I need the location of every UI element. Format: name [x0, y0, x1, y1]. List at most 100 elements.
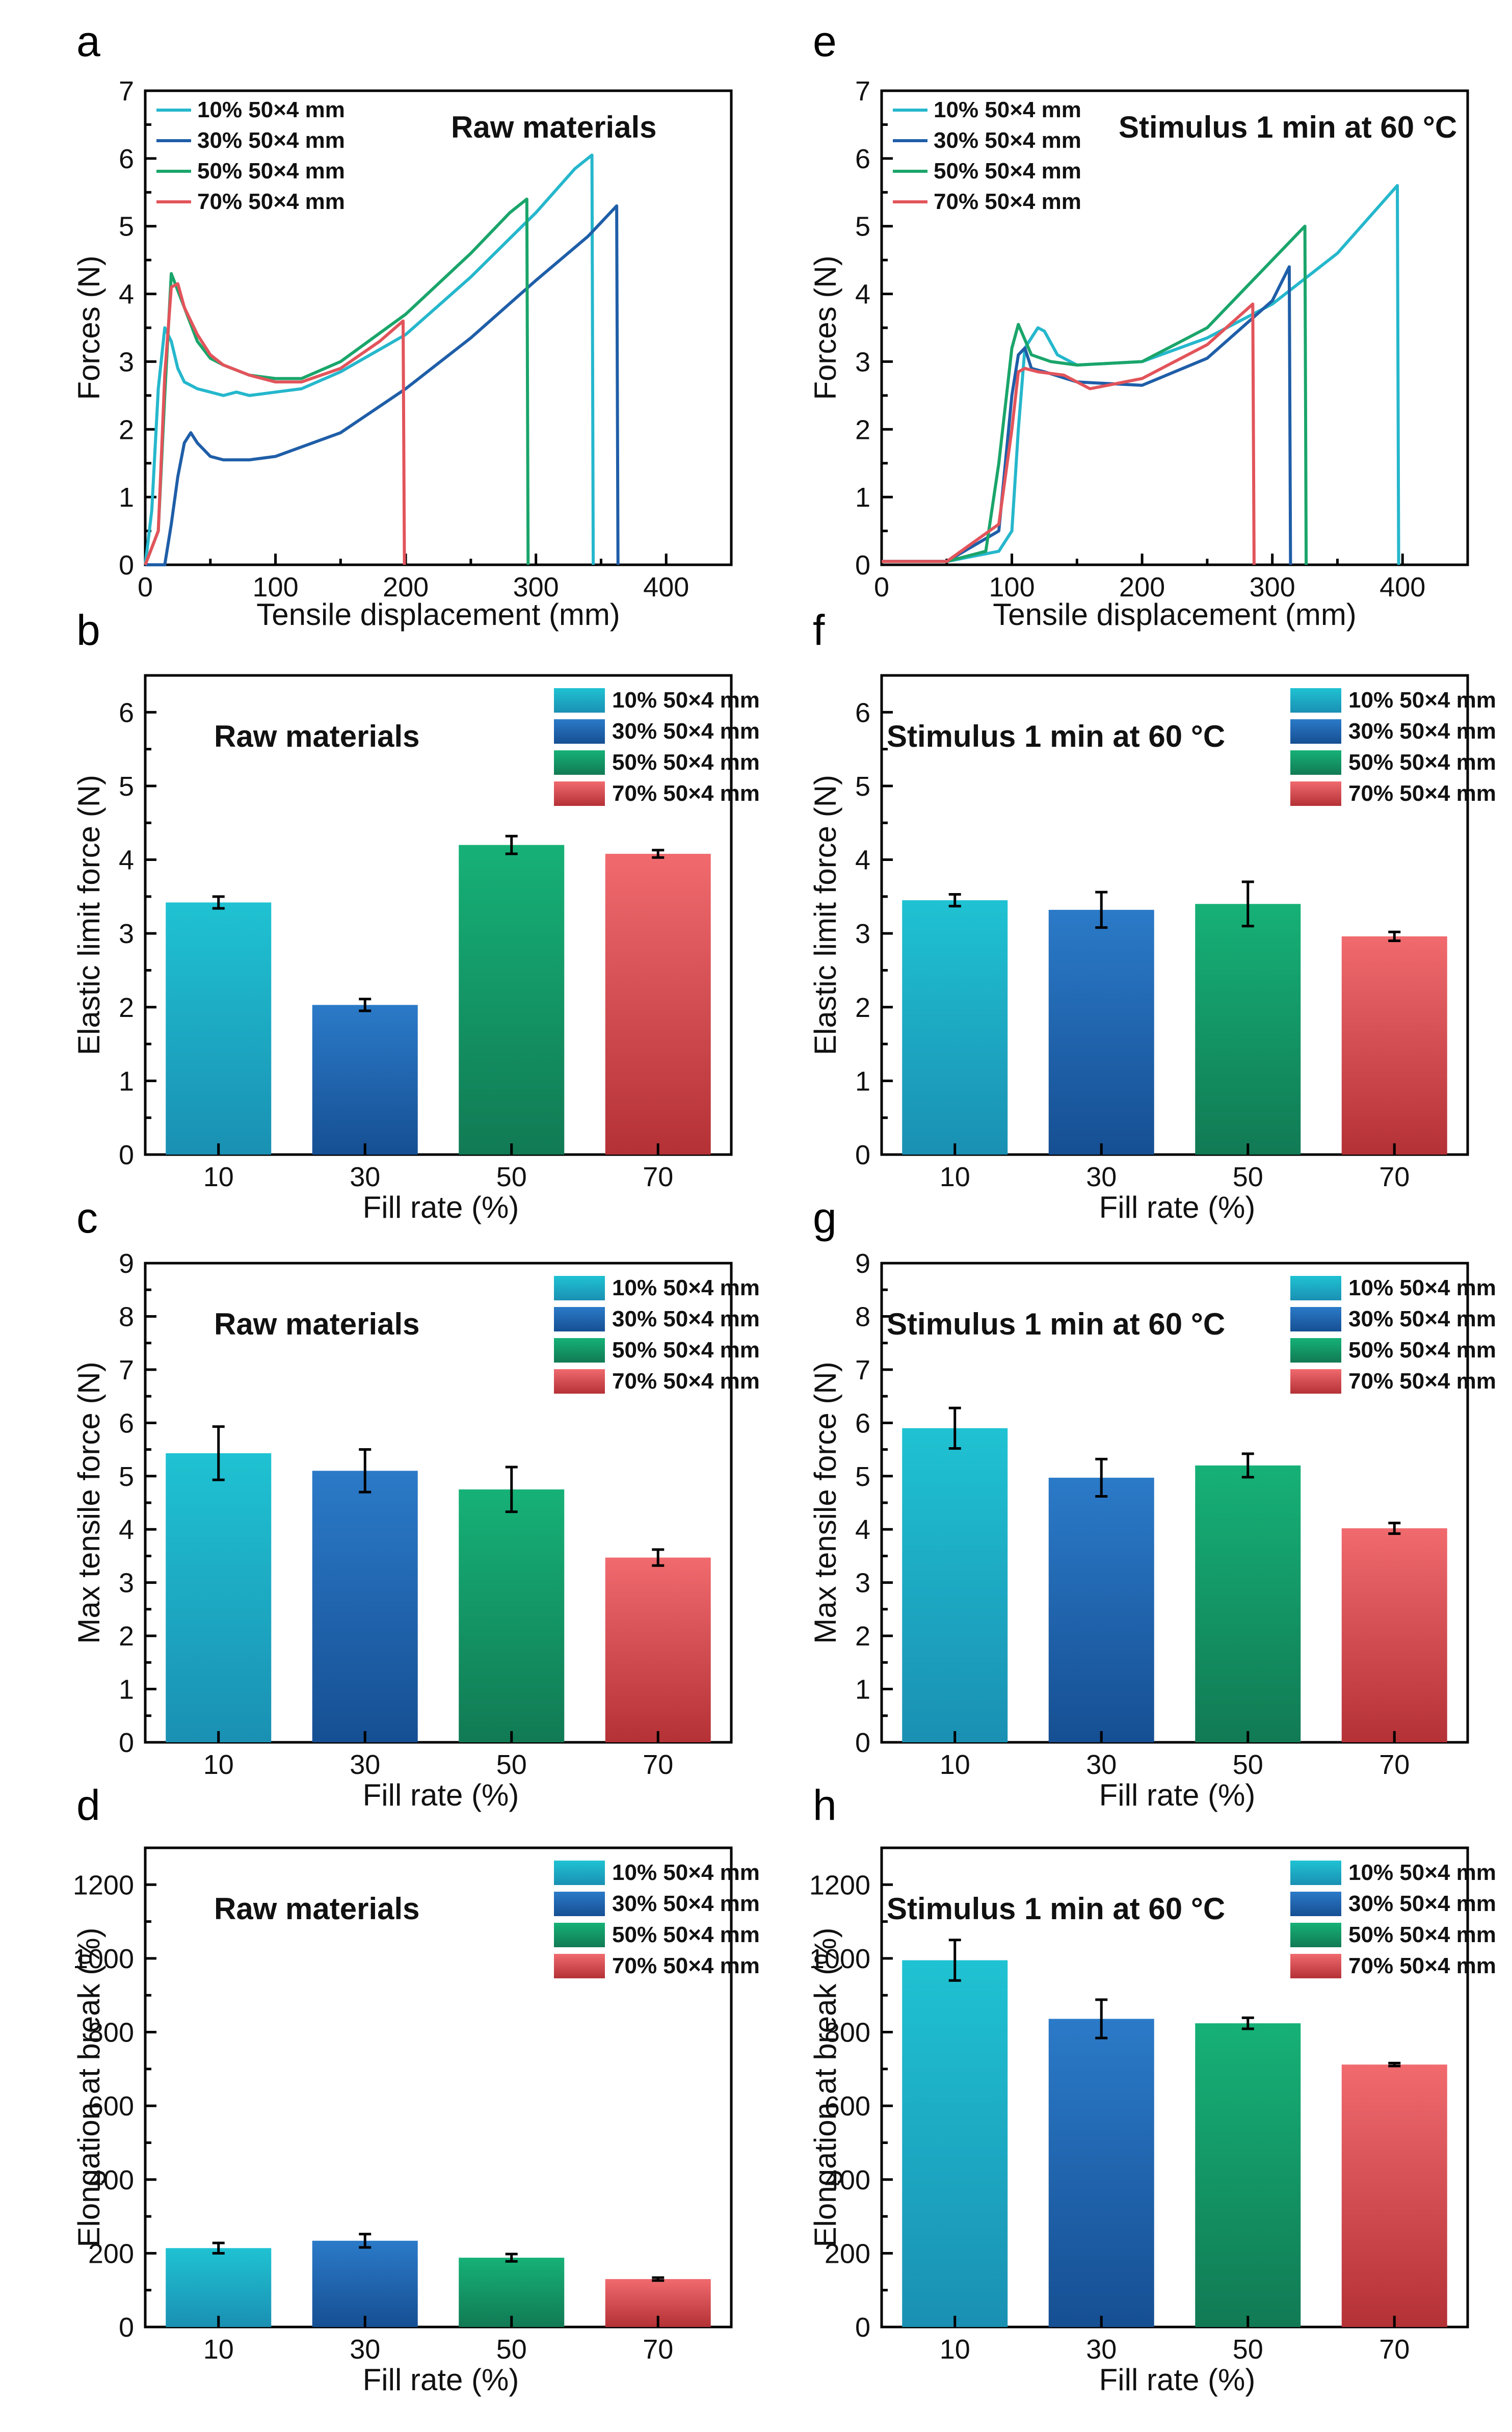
x-tick-label-c: 10 — [203, 1749, 234, 1780]
legend-swatch-d — [554, 1892, 605, 1916]
y-tick-label-f: 6 — [855, 697, 870, 728]
legend-label-g: 50% 50×4 mm — [1348, 1338, 1496, 1363]
y-tick-label-c: 8 — [119, 1301, 134, 1332]
x-axis-title-g: Fill rate (%) — [1099, 1778, 1256, 1812]
y-tick-label-d: 200 — [88, 2238, 134, 2269]
y-tick-label-a: 5 — [119, 212, 134, 242]
y-axis-title-d: Elongation at break (%) — [72, 1927, 106, 2247]
y-tick-label-c: 1 — [119, 1675, 134, 1705]
x-tick-label-h: 70 — [1379, 2334, 1410, 2365]
legend-swatch-c — [554, 1369, 605, 1394]
legend-label-e: 70% 50×4 mm — [934, 189, 1081, 214]
panel-letter-e: e — [813, 17, 837, 65]
y-tick-label-h: 800 — [825, 2018, 870, 2048]
y-tick-label-f: 2 — [855, 992, 870, 1023]
y-axis-title-b: Elastic limit force (N) — [72, 775, 106, 1055]
y-tick-label-g: 8 — [855, 1301, 870, 1332]
x-tick-label-a: 0 — [138, 572, 153, 603]
x-tick-label-c: 70 — [643, 1749, 673, 1780]
x-axis-title-d: Fill rate (%) — [363, 2363, 519, 2397]
series-line-e-3 — [882, 224, 1308, 565]
legend-label-h: 30% 50×4 mm — [1348, 1891, 1496, 1916]
legend-label-b: 10% 50×4 mm — [612, 688, 760, 713]
legend-label-c: 10% 50×4 mm — [612, 1275, 760, 1300]
bar-c-50 — [459, 1489, 565, 1742]
bar-b-50 — [459, 845, 565, 1155]
bar-h-10 — [902, 1960, 1008, 2327]
legend-label-d: 50% 50×4 mm — [612, 1922, 760, 1947]
bar-b-30 — [312, 1005, 418, 1155]
legend-label-c: 50% 50×4 mm — [612, 1338, 760, 1363]
x-axis-title-c: Fill rate (%) — [363, 1778, 519, 1812]
y-tick-label-a: 2 — [119, 414, 134, 445]
annotation-b: Raw materials — [214, 719, 420, 753]
y-tick-label-c: 9 — [119, 1248, 134, 1279]
bar-d-50 — [459, 2258, 565, 2327]
y-tick-label-e: 6 — [855, 144, 870, 174]
legend-swatch-f — [1290, 719, 1341, 744]
y-tick-label-d: 1000 — [73, 1944, 134, 1974]
y-tick-label-d: 1200 — [73, 1870, 134, 1900]
legend-swatch-h — [1290, 1892, 1341, 1916]
y-tick-label-g: 1 — [855, 1675, 870, 1705]
bar-h-30 — [1048, 2019, 1154, 2327]
y-tick-label-b: 2 — [119, 992, 134, 1023]
bar-h-50 — [1195, 2023, 1301, 2327]
x-tick-label-a: 200 — [383, 572, 429, 603]
y-tick-label-h: 0 — [855, 2312, 870, 2343]
legend-swatch-c — [554, 1307, 605, 1331]
y-tick-label-b: 0 — [119, 1140, 134, 1170]
legend-swatch-f — [1290, 750, 1341, 775]
y-tick-label-a: 1 — [119, 482, 134, 513]
x-tick-label-e: 300 — [1250, 572, 1295, 603]
x-tick-label-h: 10 — [940, 2334, 970, 2365]
panel-b: b 0 1 2 3 4 5 6 10 30 50 70 Raw materials 10% 50×4 mm… — [72, 606, 760, 1224]
y-tick-label-g: 0 — [855, 1728, 870, 1758]
bar-f-30 — [1048, 909, 1154, 1155]
legend-label-e: 10% 50×4 mm — [934, 97, 1081, 122]
legend-swatch-b — [554, 781, 605, 806]
y-tick-label-e: 4 — [855, 279, 870, 310]
y-tick-label-c: 2 — [119, 1621, 134, 1652]
x-tick-label-e: 100 — [989, 572, 1035, 603]
legend-label-a: 50% 50×4 mm — [197, 159, 345, 184]
panel-h: h 0 200 400 600 800 1000 1200 10 30 50 70 Stimulus 1… — [808, 1781, 1496, 2397]
x-tick-label-d: 30 — [350, 2334, 380, 2365]
legend-swatch-d — [554, 1861, 605, 1885]
y-tick-label-a: 4 — [119, 279, 134, 310]
y-tick-label-d: 800 — [88, 2018, 134, 2048]
legend-swatch-c — [554, 1338, 605, 1363]
x-tick-label-c: 30 — [350, 1749, 380, 1780]
x-tick-label-c: 50 — [496, 1749, 527, 1780]
x-tick-label-h: 50 — [1233, 2334, 1263, 2365]
legend-label-g: 30% 50×4 mm — [1348, 1306, 1496, 1331]
x-axis-title-e: Tensile displacement (mm) — [993, 597, 1357, 632]
y-axis-title-c: Max tensile force (N) — [72, 1362, 106, 1643]
y-axis-title-g: Max tensile force (N) — [808, 1362, 842, 1643]
y-tick-label-e: 7 — [855, 76, 870, 107]
y-tick-label-d: 600 — [88, 2091, 134, 2122]
y-tick-label-b: 4 — [119, 845, 134, 876]
bar-g-10 — [902, 1428, 1008, 1742]
bar-c-70 — [605, 1557, 711, 1742]
y-tick-label-a: 7 — [119, 76, 134, 107]
panel-letter-g: g — [813, 1194, 837, 1242]
legend-label-g: 70% 50×4 mm — [1348, 1369, 1496, 1394]
y-tick-label-d: 0 — [119, 2312, 134, 2343]
legend-label-f: 70% 50×4 mm — [1348, 781, 1496, 806]
y-tick-label-f: 3 — [855, 919, 870, 949]
y-tick-label-c: 3 — [119, 1568, 134, 1599]
panel-letter-b: b — [76, 606, 100, 654]
panel-letter-h: h — [813, 1781, 837, 1829]
y-tick-label-a: 6 — [119, 144, 134, 174]
y-tick-label-g: 4 — [855, 1514, 870, 1545]
legend-label-e: 30% 50×4 mm — [934, 128, 1081, 153]
plot-frame-f — [880, 674, 1469, 1156]
legend-swatch-h — [1290, 1923, 1341, 1947]
bar-c-10 — [166, 1453, 272, 1742]
x-tick-label-d: 50 — [496, 2334, 527, 2365]
y-tick-label-g: 3 — [855, 1568, 870, 1599]
legend-label-g: 10% 50×4 mm — [1348, 1275, 1496, 1300]
legend-label-d: 70% 50×4 mm — [612, 1953, 760, 1978]
legend-label-c: 30% 50×4 mm — [612, 1306, 760, 1331]
